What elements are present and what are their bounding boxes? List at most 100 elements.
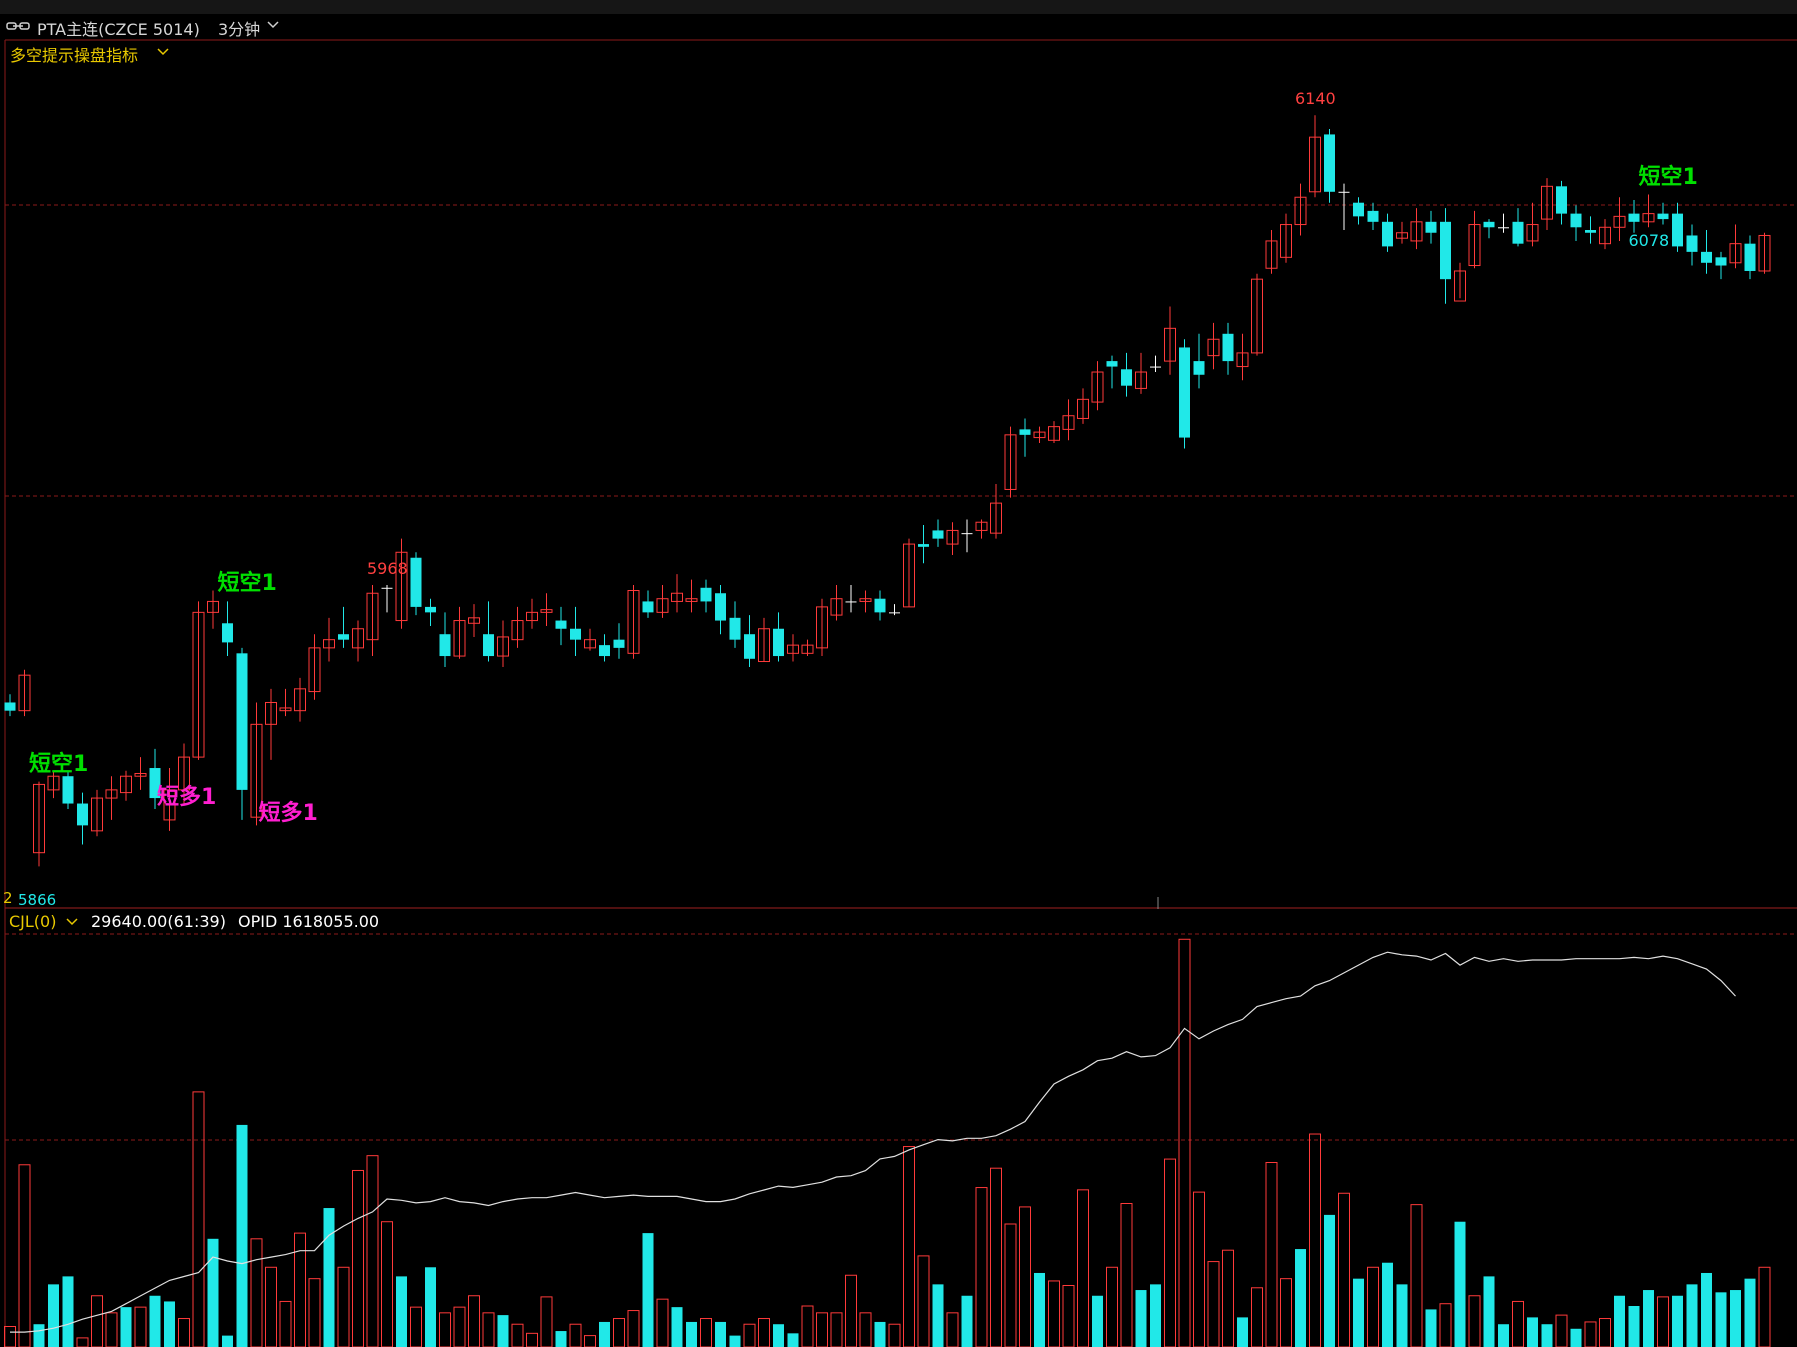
candle-body: [1498, 227, 1509, 229]
volume-bar: [874, 1321, 886, 1347]
volume-bar: [279, 1300, 292, 1347]
volume-bar: [1672, 1295, 1683, 1347]
volume-bar: [222, 1335, 233, 1347]
candle-body: [555, 620, 567, 629]
volume-bar: [946, 1312, 959, 1347]
volume-bar: [207, 1238, 219, 1347]
candle-body: [1512, 221, 1524, 244]
candle-body: [1410, 221, 1423, 242]
candle-body: [1701, 251, 1712, 263]
volume-bar: [1004, 1223, 1017, 1347]
candle-body: [946, 529, 959, 545]
candle-body: [381, 587, 393, 589]
volume-bar: [1468, 1295, 1481, 1347]
volume-bar: [816, 1312, 828, 1347]
volume-bar: [396, 1276, 407, 1347]
title-bar: [0, 14, 1797, 40]
volume-bar: [337, 1266, 350, 1347]
candle-body: [77, 803, 88, 826]
volume-indicator-selector[interactable]: CJL(0): [9, 912, 57, 931]
link-icon[interactable]: [6, 20, 30, 32]
candle-body: [308, 647, 321, 693]
indicator-selector[interactable]: 多空提示操盘指标: [10, 46, 139, 65]
volume-bar: [961, 1295, 973, 1347]
volume-bar: [845, 1274, 857, 1347]
chevron-down-icon[interactable]: [66, 918, 78, 926]
candle-body: [1280, 224, 1292, 258]
volume-bar: [62, 1276, 74, 1347]
candle-body: [91, 797, 103, 832]
period-selector[interactable]: 3分钟: [218, 20, 261, 39]
volume-bar: [1178, 938, 1191, 1347]
candle-body: [758, 628, 770, 663]
candle-body: [511, 620, 524, 641]
candle-body: [1425, 221, 1437, 233]
volume-bar: [1207, 1261, 1220, 1347]
volume-bar: [192, 1091, 205, 1347]
candle-body: [975, 521, 988, 531]
volume-bar: [178, 1318, 190, 1347]
candle-body: [1164, 327, 1176, 362]
candle-body: [729, 617, 741, 640]
candle-body: [1556, 186, 1567, 214]
volume-bar: [250, 1238, 263, 1347]
chevron-down-icon[interactable]: [157, 48, 169, 56]
candle-body: [1468, 224, 1481, 267]
volume-bar: [511, 1323, 524, 1347]
candle-body: [1004, 434, 1017, 490]
volume-bar: [1251, 1287, 1263, 1347]
candle-body: [1150, 366, 1161, 368]
candle-body: [801, 644, 814, 654]
candle-body: [1382, 221, 1393, 247]
candle-body: [410, 557, 422, 607]
candle-body: [178, 756, 190, 791]
volume-bar: [642, 1233, 654, 1347]
volume-value: 29640.00(61:39): [91, 912, 226, 931]
signal-label: 短多1: [258, 801, 318, 827]
volume-bar: [1439, 1303, 1452, 1347]
volume-bar: [1135, 1290, 1147, 1347]
volume-bar: [425, 1267, 436, 1347]
candle-body: [1077, 398, 1089, 419]
candle-body: [105, 789, 118, 799]
volume-bar: [308, 1278, 321, 1347]
candle-body: [4, 702, 16, 711]
volume-bar: [48, 1284, 59, 1347]
volume-bar: [4, 1326, 16, 1347]
contract-title[interactable]: PTA主连(CZCE 5014): [37, 20, 200, 39]
candle-body: [120, 775, 132, 794]
candle-body: [338, 634, 349, 640]
volume-bar: [888, 1323, 901, 1347]
candle-body: [366, 592, 379, 641]
volume-bar: [1498, 1324, 1509, 1347]
volume-bar: [1062, 1285, 1075, 1347]
volume-bar: [1730, 1290, 1741, 1347]
volume-bar: [801, 1305, 814, 1347]
candle-body: [1048, 426, 1060, 441]
volume-bar: [700, 1318, 712, 1347]
volume-bar: [1353, 1278, 1364, 1347]
volume-bar: [1019, 1206, 1031, 1347]
candle-body: [236, 653, 248, 790]
candle-body: [18, 674, 31, 712]
candle-body: [1265, 240, 1278, 269]
candle-body: [1440, 221, 1451, 280]
low-price-label: 5866: [18, 891, 57, 909]
volume-bar: [1454, 1221, 1466, 1347]
chevron-down-icon[interactable]: [267, 21, 279, 29]
candle-body: [1251, 278, 1263, 354]
candle-body: [1353, 202, 1364, 217]
candle-body: [265, 701, 277, 725]
volume-bar: [830, 1312, 843, 1347]
volume-bar: [1222, 1249, 1234, 1347]
candle-body: [613, 639, 625, 648]
candle-body: [207, 600, 219, 613]
volume-bar: [164, 1301, 175, 1347]
candle-body: [134, 772, 147, 777]
candle-body: [1715, 257, 1727, 266]
candle-body: [918, 544, 929, 547]
candle-body: [1454, 270, 1466, 302]
volume-bar: [686, 1321, 697, 1347]
price-extreme-label: 5968: [367, 559, 408, 579]
